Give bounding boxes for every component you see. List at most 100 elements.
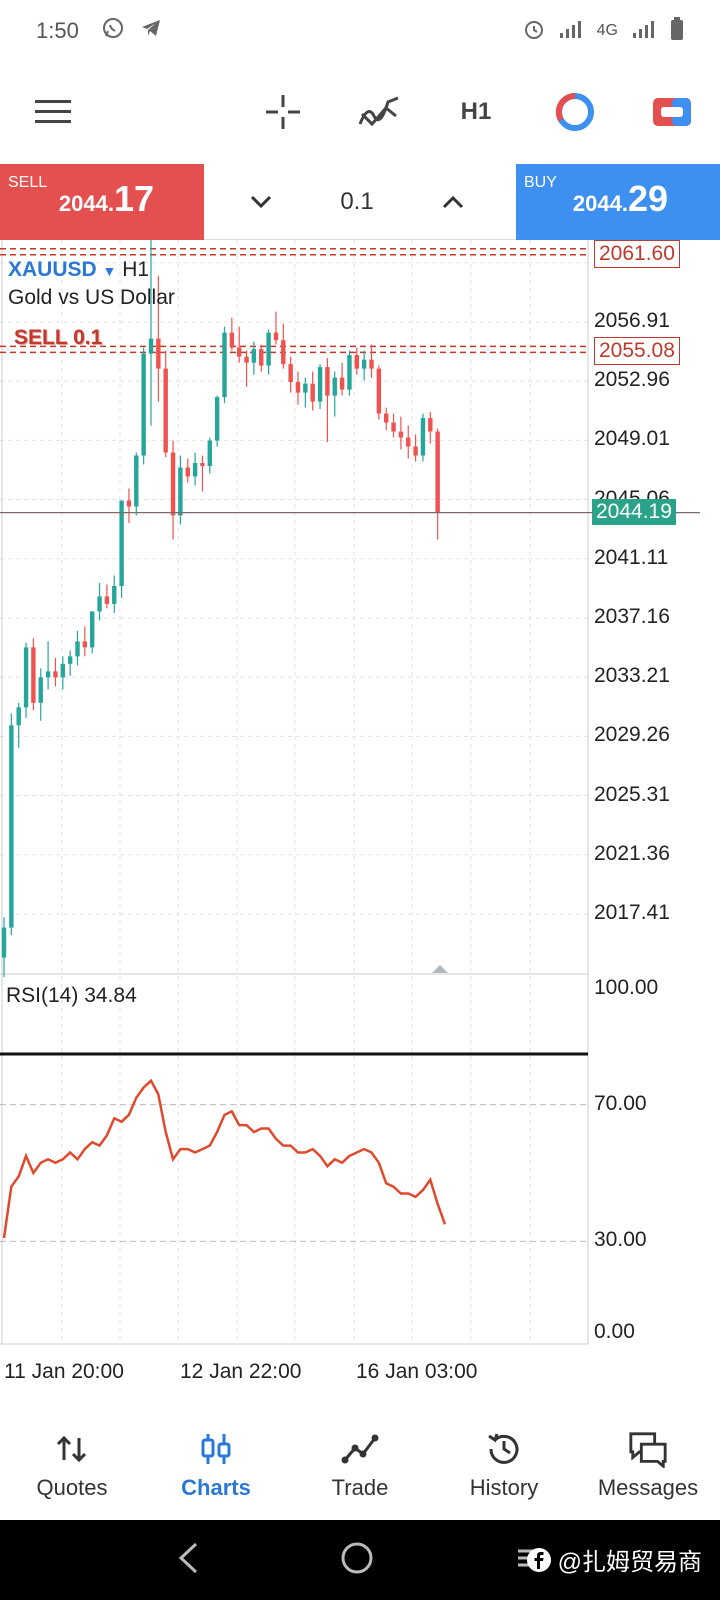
timeframe-button[interactable]: H1 (460, 98, 492, 125)
candle-body-58 (428, 418, 433, 432)
candle-body-36 (266, 332, 271, 366)
candle-body-27 (200, 463, 205, 467)
nav-messages[interactable]: Messages (576, 1410, 720, 1520)
sell-price-big: 17 (113, 178, 154, 219)
candle-body-34 (251, 349, 257, 363)
nav-history-label: History (469, 1475, 539, 1500)
chevron-down-icon (250, 195, 272, 208)
candle-body-14 (104, 596, 110, 604)
system-navigation: @扎姆贸易商 (0, 1520, 720, 1600)
price-axis-label-10: 2021.36 (594, 841, 670, 865)
entry-level-tag[interactable]: 2055.08 (594, 337, 680, 365)
buy-button[interactable]: BUY 2044. 29 (516, 164, 720, 240)
charts-icon (196, 1429, 236, 1469)
price-chart[interactable] (0, 240, 720, 1410)
time-label-1: 11 Jan 20:00 (4, 1360, 124, 1383)
candle-body-4 (31, 647, 36, 703)
signal-icon (559, 19, 583, 44)
sell-price-small: 2044. (58, 191, 114, 216)
price-axis-label-8: 2029.26 (594, 723, 670, 747)
candle-body-47 (347, 355, 352, 390)
candle-body-50 (369, 359, 374, 369)
candle-body-33 (244, 356, 249, 363)
lot-decrease-button[interactable] (250, 188, 272, 216)
candle-body-55 (406, 437, 411, 447)
nav-trade[interactable]: Trade (288, 1410, 432, 1520)
one-click-trade-icon[interactable] (650, 70, 694, 154)
price-axis-label-11: 2017.41 (594, 901, 670, 924)
position-label[interactable]: SELL 0.1 (14, 326, 103, 349)
nav-history[interactable]: History (432, 1410, 576, 1520)
history-icon (484, 1429, 524, 1469)
candle-body-48 (354, 355, 359, 369)
buy-price-small: 2044. (572, 191, 628, 216)
current-price-tag: 2044.19 (592, 499, 676, 525)
candle-body-24 (178, 467, 183, 516)
one-click-trade-bar: SELL 2044. 17 0.1 BUY 2044. 29 (0, 164, 720, 240)
candle-body-12 (90, 611, 95, 648)
candle-body-1 (9, 725, 14, 928)
rsi-value: 34.84 (84, 984, 137, 1007)
candle-body-41 (303, 383, 308, 393)
rsi-axis-label-1: 70.00 (594, 1091, 647, 1115)
network-type: 4G (596, 22, 618, 39)
candle-body-5 (38, 677, 43, 703)
rsi-name: RSI(14) (6, 984, 79, 1007)
price-axis-label-5: 2041.11 (594, 545, 669, 569)
back-icon[interactable] (176, 1541, 200, 1580)
pie-icon[interactable] (552, 70, 598, 154)
battery-icon (670, 16, 684, 46)
messages-icon (628, 1429, 668, 1469)
rsi-axis-label-2: 30.00 (594, 1228, 647, 1252)
chart-toolbar: H1 (0, 70, 720, 154)
sell-label: SELL (8, 174, 48, 191)
trade-icon (340, 1429, 380, 1469)
candle-body-31 (229, 332, 235, 348)
quotes-icon (52, 1429, 92, 1469)
lot-increase-button[interactable] (442, 188, 464, 216)
candle-body-19 (141, 353, 146, 456)
menu-icon[interactable] (30, 70, 76, 154)
candle-body-44 (325, 367, 330, 396)
candle-body-45 (332, 377, 337, 396)
nav-quotes[interactable]: Quotes (0, 1410, 144, 1520)
rsi-line (2, 1078, 447, 1239)
candle-body-16 (119, 500, 124, 586)
crosshair-icon[interactable] (262, 70, 304, 154)
candle-body-42 (310, 383, 315, 402)
home-icon[interactable] (340, 1541, 374, 1580)
candle-body-43 (317, 367, 323, 402)
lot-value[interactable]: 0.1 (340, 187, 374, 215)
candle-body-57 (420, 418, 426, 456)
nav-charts-label: Charts (181, 1475, 251, 1500)
symbol-dropdown-icon[interactable]: ▼ (102, 263, 117, 279)
candle-body-23 (170, 452, 176, 516)
price-axis-label-6: 2037.16 (594, 605, 670, 628)
candle-body-56 (413, 446, 418, 456)
symbol-name[interactable]: XAUUSD (8, 258, 97, 281)
chart-area[interactable]: XAUUSD ▼ H1 Gold vs US Dollar SELL 0.1 2… (0, 240, 720, 1410)
candle-body-26 (192, 463, 198, 477)
price-axis-label-9: 2025.31 (594, 782, 670, 806)
whatsapp-icon (101, 16, 125, 46)
sell-button[interactable]: SELL 2044. 17 (0, 164, 204, 240)
candle-body-53 (391, 422, 396, 432)
candle-body-15 (112, 585, 117, 604)
time-label-3: 16 Jan 03:00 (356, 1360, 478, 1383)
tp-level-tag[interactable]: 2061.60 (594, 240, 680, 268)
watermark-text: @扎姆贸易商 (557, 1549, 702, 1576)
price-axis-label-1: 2056.91 (594, 309, 670, 332)
candle-body-28 (207, 440, 212, 467)
candle-body-37 (273, 332, 279, 341)
candle-body-49 (361, 359, 367, 369)
chart-shift-marker (432, 965, 448, 973)
symbol-header[interactable]: XAUUSD ▼ H1 (8, 258, 149, 282)
candle-body-17 (126, 500, 132, 507)
candle-body-39 (288, 364, 293, 383)
telegram-icon (139, 16, 163, 46)
candle-body-52 (384, 413, 389, 423)
nav-charts[interactable]: Charts (144, 1410, 288, 1520)
buy-label: BUY (524, 174, 557, 191)
facebook-icon (526, 1547, 551, 1572)
indicators-icon[interactable] (356, 70, 402, 154)
